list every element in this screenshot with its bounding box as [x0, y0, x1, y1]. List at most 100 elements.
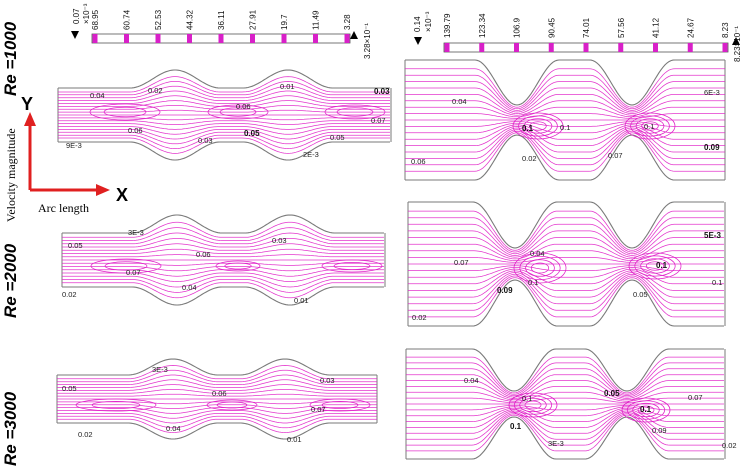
left-colorbar-min-label: 3.28×10⁻¹	[363, 23, 372, 59]
contour-label: 0.05	[633, 290, 648, 299]
colorbar-tick-label: 44.32	[186, 9, 195, 30]
streamline	[406, 368, 724, 397]
contour-loop	[91, 401, 141, 409]
streamline	[408, 243, 724, 260]
contour-label: 0.04	[464, 376, 479, 385]
contour-loop	[626, 400, 666, 420]
contour-loop	[519, 255, 561, 281]
contour-label: 0.06	[236, 102, 251, 111]
streamline	[408, 268, 724, 285]
contour-label: 0.1	[522, 394, 532, 403]
contour-label: 0.1	[712, 278, 722, 287]
streamline	[58, 120, 390, 125]
contour-loop	[513, 395, 553, 415]
contour-loop	[640, 258, 670, 274]
contour-loop	[89, 103, 161, 121]
contour-label: 0.02	[522, 154, 537, 163]
streamline	[62, 254, 384, 258]
colorbar-mark	[583, 43, 589, 52]
left-colorbar-max-arrow	[71, 31, 79, 39]
streamline	[408, 250, 724, 261]
streamline	[405, 113, 725, 119]
streamline	[62, 275, 384, 288]
colorbar-mark	[444, 43, 450, 52]
contour-loop	[336, 107, 374, 117]
colorbar-mark	[514, 43, 519, 52]
streamline	[62, 221, 384, 238]
streamline	[62, 238, 384, 248]
streamline	[62, 272, 384, 282]
colorbar-mark	[281, 34, 287, 43]
streamline	[406, 414, 724, 452]
streamline	[57, 407, 377, 414]
colorbar-tick-label: 52.53	[154, 9, 163, 30]
contour-loop	[634, 255, 676, 277]
panel-l2: 3E-3 0.05 0.03 0.06 0.07 0.04 0.01 0.02	[61, 214, 386, 306]
contour-label: 3E-3	[152, 365, 168, 374]
streamline	[57, 410, 377, 419]
streamline	[405, 129, 725, 159]
contour-loop	[637, 405, 655, 415]
contour-label: 0.02	[62, 290, 77, 299]
colorbar-mark	[313, 34, 318, 43]
streamline	[57, 379, 377, 388]
row-label-re1000: Re =1000	[1, 21, 20, 96]
streamline	[62, 262, 384, 266]
colorbar-tick-label: 90.45	[547, 17, 556, 38]
y-axis-letter: Y	[21, 94, 33, 114]
contour-label: 0.05	[330, 133, 345, 142]
contour-loop	[624, 112, 676, 140]
streamline	[408, 277, 724, 318]
row-label-re3000: Re =3000	[1, 391, 20, 466]
contour-loop	[321, 259, 383, 273]
streamline	[58, 90, 390, 101]
contour-label: 0.02	[412, 313, 427, 322]
contour-label: 0.06	[411, 157, 426, 166]
streamline	[57, 389, 377, 394]
colorbar-tick-label: 139.79	[443, 13, 452, 38]
contour-label: 0.1	[640, 405, 652, 414]
contour-loop	[215, 260, 261, 272]
contour-loop	[333, 262, 371, 270]
streamline	[58, 76, 390, 93]
streamline	[405, 94, 725, 114]
streamline	[406, 380, 724, 399]
contour-label: 9E-3	[66, 141, 82, 150]
contour-label: 0.02	[148, 86, 163, 95]
streamline	[57, 374, 377, 385]
contour-loop	[518, 115, 558, 137]
streamline	[58, 126, 390, 135]
colorbar-tick-label: 11.49	[312, 10, 321, 30]
streamline	[406, 362, 724, 395]
contour-label: 0.01	[280, 82, 295, 91]
right-colorbar-min-label: 8.23×10⁻¹	[733, 26, 742, 62]
contour-loop	[628, 252, 682, 280]
colorbar-tick-label: 27.91	[249, 9, 258, 30]
contour-label: 0.06	[212, 389, 227, 398]
y-arrowhead	[24, 112, 36, 126]
streamline	[405, 68, 725, 108]
streamline	[408, 272, 724, 298]
streamline	[62, 243, 384, 251]
colorbar-mark	[124, 34, 129, 43]
streamline	[406, 407, 724, 422]
contour-label: 0.05	[68, 241, 83, 250]
contour-loop	[641, 121, 659, 131]
contour-label: 0.04	[182, 283, 197, 292]
contour-loop	[90, 258, 162, 274]
contour-loop	[104, 261, 148, 271]
streamline	[58, 129, 390, 140]
contour-label: 0.07	[608, 151, 623, 160]
streamline	[57, 418, 377, 433]
colorbar-tick-label: 106.9	[513, 17, 522, 38]
contour-label: 0.1	[644, 122, 654, 131]
channel-bottom-wall	[406, 416, 724, 460]
colorbar-mark	[722, 43, 728, 52]
streamline	[62, 282, 384, 299]
streamline	[58, 100, 390, 107]
contour-loop	[519, 397, 547, 413]
streamline	[62, 248, 384, 254]
contour-label: 0.04	[90, 91, 105, 100]
contour-label: 0.01	[294, 296, 309, 305]
